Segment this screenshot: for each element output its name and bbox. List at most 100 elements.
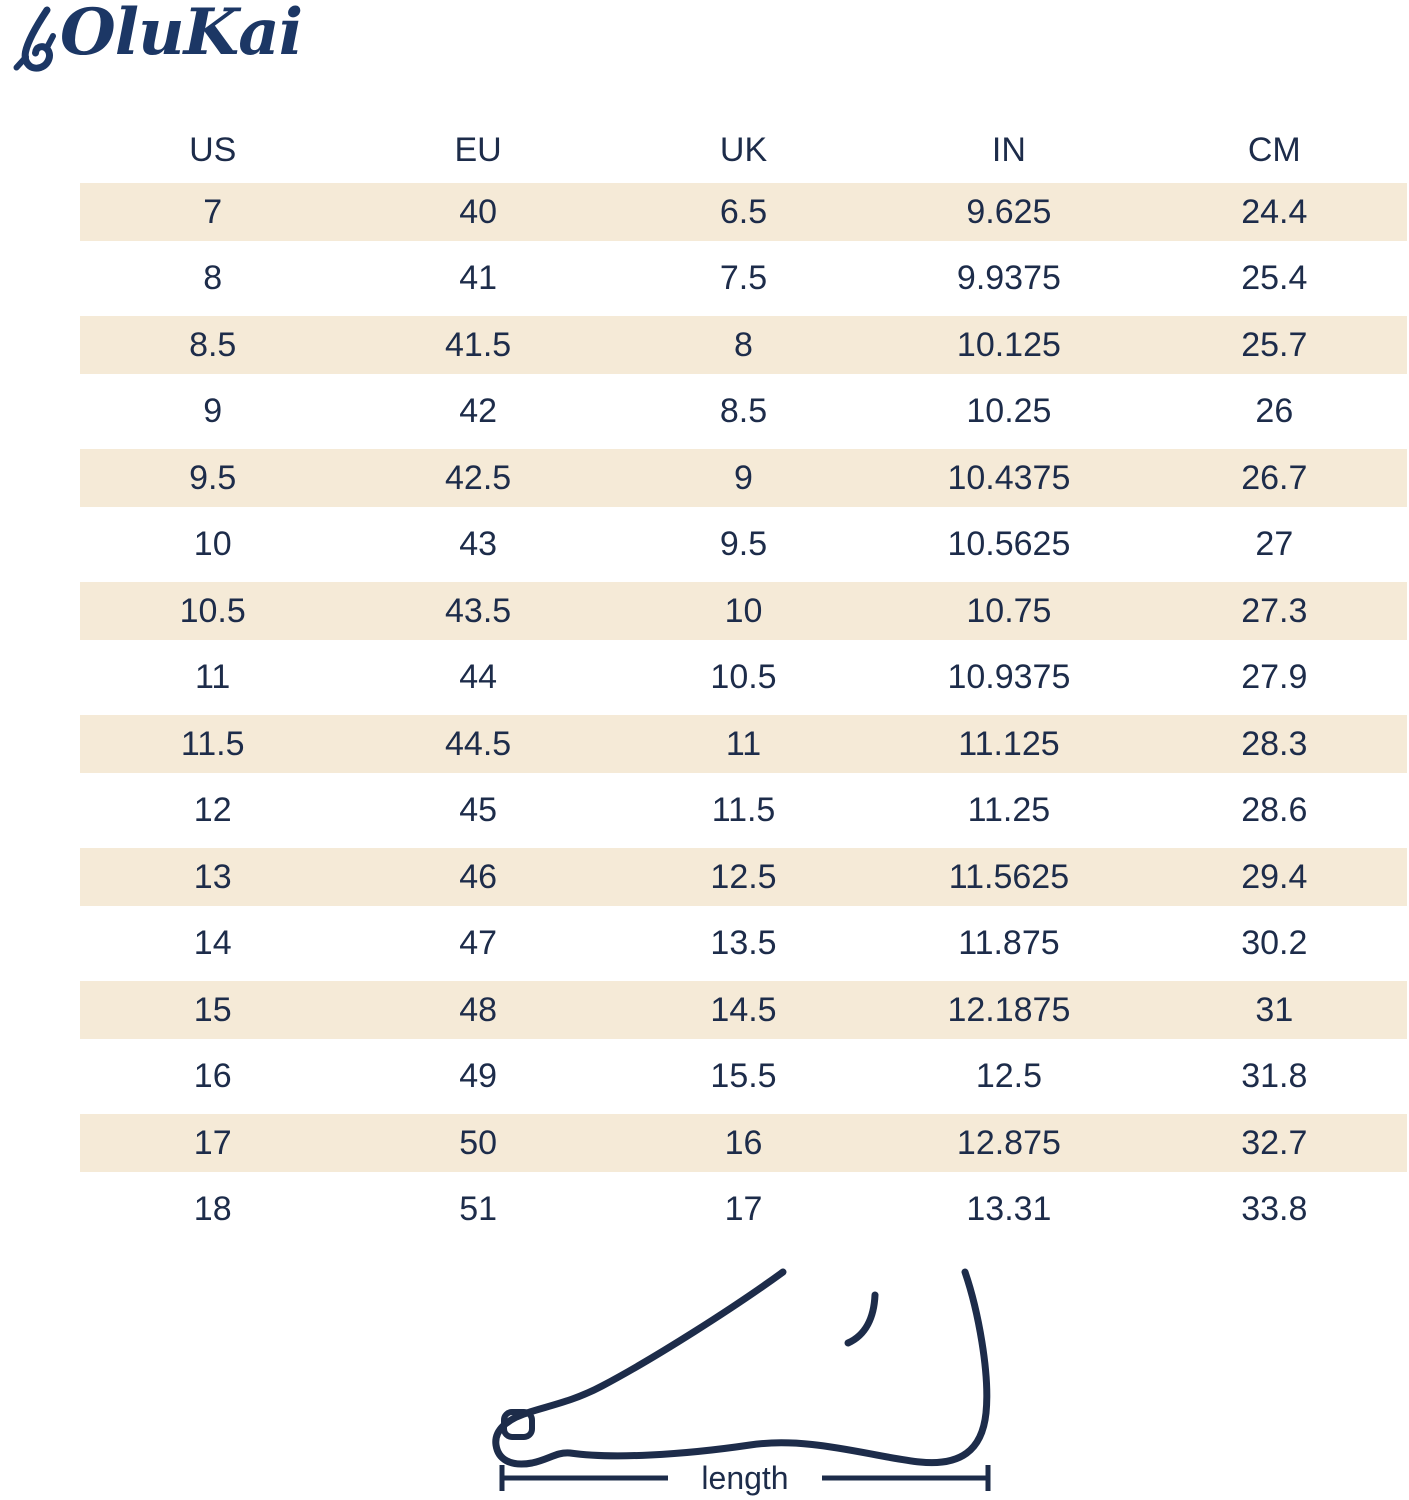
size-cell: 10.25 (966, 392, 1052, 430)
size-cell: 48 (459, 990, 498, 1029)
table-row: 18 51 17 13.31 33.8 (80, 1181, 1407, 1239)
size-cell: 8.5 (719, 392, 768, 430)
size-cell: 45 (459, 791, 498, 829)
size-cell: 9.5 (189, 458, 237, 497)
size-cell: 10.4375 (947, 458, 1071, 497)
size-cell: 11 (725, 724, 762, 763)
size-cell: 27 (1255, 525, 1294, 563)
table-row: 13 46 12.5 11.5625 29.4 (80, 848, 1407, 906)
table-row: 8 41 7.5 9.9375 25.4 (80, 250, 1407, 308)
size-cell: 11 (195, 658, 231, 696)
size-cell: 11.5625 (948, 857, 1070, 896)
table-row: 9.5 42.5 9 10.4375 26.7 (80, 449, 1407, 507)
table-row: 10.5 43.5 10 10.75 27.3 (80, 582, 1407, 640)
size-cell: 17 (193, 1123, 232, 1162)
table-row: 11 44 10.5 10.9375 27.9 (80, 649, 1407, 707)
table-row: 16 49 15.5 12.5 31.8 (80, 1048, 1407, 1106)
size-cell: 31 (1255, 990, 1294, 1029)
table-row: 14 47 13.5 11.875 30.2 (80, 915, 1407, 973)
size-cell: 12.5 (975, 1057, 1043, 1095)
size-cell: 11.875 (958, 924, 1060, 962)
size-cell: 44 (459, 658, 498, 696)
size-cell: 7 (203, 192, 223, 231)
size-cell: 13 (193, 857, 232, 896)
size-cell: 12.1875 (947, 990, 1071, 1029)
table-row: 12 45 11.5 11.25 28.6 (80, 782, 1407, 840)
size-cell: 42.5 (445, 458, 512, 497)
brand-logo: OluKai (8, 0, 303, 72)
size-cell: 9 (734, 458, 753, 497)
size-cell: 41.5 (445, 325, 512, 364)
size-cell: 10.5625 (947, 525, 1071, 563)
size-cell: 13.5 (710, 924, 777, 962)
size-cell: 16 (724, 1123, 763, 1162)
column-header-uk: UK (719, 130, 768, 169)
size-cell: 24.4 (1241, 192, 1308, 231)
size-cell: 51 (459, 1190, 498, 1228)
size-cell: 10 (724, 591, 763, 630)
size-cell: 42 (459, 392, 498, 430)
table-row: 17 50 16 12.875 32.7 (80, 1114, 1407, 1172)
size-cell: 6.5 (719, 192, 768, 231)
size-cell: 10.75 (966, 591, 1052, 630)
fishhook-icon (8, 2, 60, 72)
size-cell: 43 (459, 525, 498, 563)
size-cell: 15.5 (710, 1057, 777, 1095)
size-cell: 26 (1255, 392, 1294, 430)
foot-measurement-figure (450, 1255, 1010, 1500)
size-cell: 26.7 (1241, 458, 1308, 497)
size-chart-table: US EU UK IN CM 7 40 6.5 9.625 24.4 8 41 7.5 9.9375 25… (80, 126, 1407, 1239)
table-row: 15 48 14.5 12.1875 31 (80, 981, 1407, 1039)
column-header-in: IN (991, 130, 1026, 169)
size-table-header-row: US EU UK IN CM (80, 126, 1407, 174)
size-cell: 31.8 (1241, 1057, 1308, 1095)
size-cell: 15 (193, 990, 232, 1029)
size-cell: 49 (459, 1057, 498, 1095)
table-row: 8.5 41.5 8 10.125 25.7 (80, 316, 1407, 374)
size-cell: 25.7 (1241, 325, 1308, 364)
size-cell: 16 (193, 1057, 232, 1095)
size-cell: 10.9375 (947, 658, 1071, 696)
size-cell: 12 (193, 791, 232, 829)
size-cell: 7.5 (719, 259, 768, 297)
size-cell: 40 (459, 192, 498, 231)
size-cell: 27.3 (1241, 591, 1308, 630)
size-cell: 43.5 (445, 591, 512, 630)
size-cell: 17 (724, 1190, 763, 1228)
table-row: 11.5 44.5 11 11.125 28.3 (80, 715, 1407, 773)
size-cell: 28.6 (1241, 791, 1308, 829)
size-cell: 32.7 (1241, 1123, 1308, 1162)
size-cell: 11.5 (180, 724, 245, 763)
size-cell: 14.5 (710, 990, 777, 1029)
size-cell: 10 (193, 525, 232, 563)
size-cell: 25.4 (1241, 259, 1308, 297)
size-cell: 12.5 (710, 857, 777, 896)
size-cell: 27.9 (1241, 658, 1308, 696)
size-cell: 47 (459, 924, 498, 962)
size-cell: 10.5 (710, 658, 777, 696)
table-row: 10 43 9.5 10.5625 27 (80, 516, 1407, 574)
table-row: 9 42 8.5 10.25 26 (80, 383, 1407, 441)
size-cell: 9.625 (966, 192, 1052, 231)
size-cell: 30.2 (1241, 924, 1308, 962)
size-cell: 11.25 (967, 791, 1051, 829)
brand-name: OluKai (60, 0, 303, 70)
length-dimension-label: length (701, 1460, 789, 1496)
size-cell: 18 (193, 1190, 232, 1228)
size-cell: 12.875 (956, 1123, 1061, 1162)
size-cell: 10.5 (179, 591, 246, 630)
size-cell: 9.9375 (956, 259, 1061, 297)
size-cell: 9.5 (719, 525, 768, 563)
size-cell: 44.5 (445, 724, 512, 763)
size-cell: 14 (193, 924, 232, 962)
size-cell: 9 (203, 392, 223, 430)
size-cell: 33.8 (1241, 1190, 1308, 1228)
size-table-body: 7 40 6.5 9.625 24.4 8 41 7.5 9.9375 25.4 8.5 41.5 8 1… (80, 183, 1407, 1239)
column-header-us: US (189, 130, 237, 169)
size-cell: 50 (459, 1123, 498, 1162)
size-cell: 8.5 (189, 325, 237, 364)
size-cell: 41 (459, 259, 498, 297)
size-cell: 10.125 (956, 325, 1061, 364)
size-cell: 46 (459, 857, 498, 896)
table-row: 7 40 6.5 9.625 24.4 (80, 183, 1407, 241)
